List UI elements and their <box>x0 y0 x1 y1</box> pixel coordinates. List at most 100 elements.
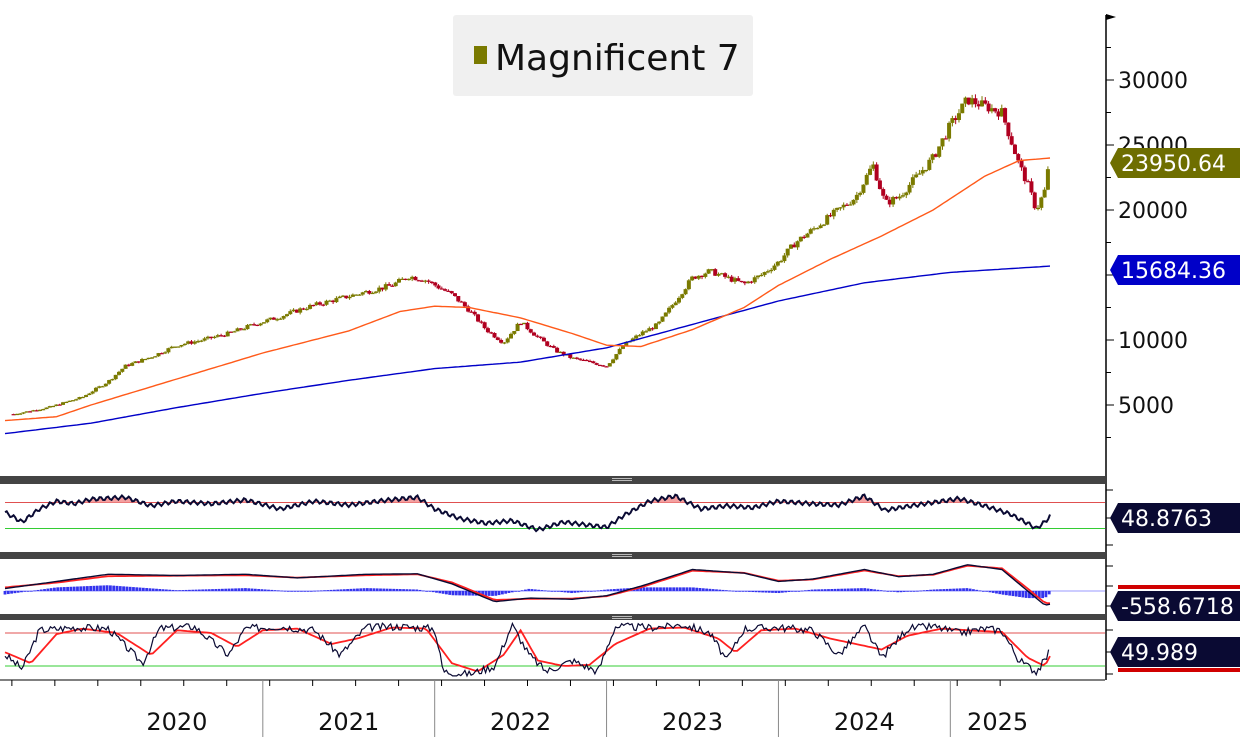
macd-histogram-bar <box>711 589 715 591</box>
candle <box>584 359 589 362</box>
macd-histogram-bar <box>678 587 682 591</box>
macd-histogram-bar <box>346 589 349 591</box>
candle <box>18 413 23 415</box>
candle <box>400 278 405 280</box>
macd-histogram-bar <box>402 589 405 591</box>
macd-histogram-bar <box>642 587 646 591</box>
candle <box>51 405 56 408</box>
macd-histogram-bar <box>105 585 109 591</box>
macd-histogram-bar <box>151 588 155 591</box>
candle <box>739 280 744 283</box>
macd-histogram-bar <box>622 588 626 591</box>
macd-histogram-bar <box>688 587 692 591</box>
macd-histogram-bar <box>441 590 445 594</box>
macd-histogram-bar <box>886 590 890 592</box>
candle <box>225 331 230 337</box>
candle <box>166 348 171 353</box>
candle <box>436 285 441 289</box>
candle <box>976 104 981 107</box>
candle <box>782 255 787 262</box>
macd-histogram-bar <box>728 590 732 592</box>
macd-histogram-bar <box>132 587 135 591</box>
macd-histogram-bar <box>227 588 231 591</box>
candle <box>393 282 398 287</box>
macd-histogram-bar <box>145 588 149 591</box>
macd-histogram-bar <box>392 588 396 591</box>
candle <box>660 316 665 322</box>
macd-histogram-bar <box>95 585 99 591</box>
macd-histogram-bar <box>767 590 771 593</box>
candle <box>136 361 141 363</box>
candle <box>805 233 810 238</box>
macd-histogram-bar <box>649 587 653 591</box>
candle <box>268 317 273 320</box>
candle <box>597 364 602 367</box>
candle <box>252 324 257 326</box>
candle <box>663 312 668 317</box>
macd-histogram-bar <box>461 590 465 596</box>
candle <box>907 184 912 193</box>
macd-histogram-bar <box>787 590 791 593</box>
candle <box>920 170 925 174</box>
macd-histogram-bar <box>692 587 695 591</box>
panel-separator-grip[interactable] <box>612 480 632 481</box>
candle <box>11 414 16 416</box>
macd-histogram-bar <box>939 589 942 591</box>
candle <box>963 97 968 104</box>
macd-histogram-bar <box>991 590 995 593</box>
macd-histogram-bar <box>306 590 310 592</box>
candle <box>1009 136 1014 145</box>
macd-histogram-bar <box>902 590 906 592</box>
candle <box>156 353 161 357</box>
y-tick-label: 5000 <box>1118 394 1174 419</box>
candle <box>525 322 530 330</box>
panel-separator-grip[interactable] <box>612 556 632 557</box>
candle <box>1042 189 1047 198</box>
macd-histogram-bar <box>39 589 43 591</box>
candle <box>719 273 724 275</box>
candle <box>21 412 26 414</box>
y-tick-label: 10000 <box>1118 329 1188 354</box>
candle <box>87 393 92 396</box>
panel-separator-grip[interactable] <box>612 616 632 617</box>
candle <box>113 374 118 380</box>
macd-histogram-bar <box>784 590 788 593</box>
candle <box>723 273 728 277</box>
panel-separator-grip[interactable] <box>612 618 632 619</box>
macd-histogram-bar <box>415 589 419 591</box>
panel-separator-grip[interactable] <box>612 554 632 555</box>
candle <box>219 335 224 337</box>
macd-histogram-bar <box>293 590 297 592</box>
macd-histogram-bar <box>985 590 989 592</box>
macd-histogram-bar <box>804 590 807 592</box>
macd-histogram-bar <box>708 588 712 591</box>
macd-histogram-bar <box>221 588 224 591</box>
macd-histogram-bar <box>161 589 165 591</box>
macd-histogram-bar <box>26 590 30 592</box>
candle <box>838 207 843 209</box>
candle <box>558 351 563 354</box>
macd-histogram-bar <box>438 590 442 594</box>
macd-histogram-bar <box>398 589 402 591</box>
macd-histogram-bar <box>197 589 201 591</box>
candle <box>914 174 919 178</box>
macd-histogram-bar <box>912 590 916 592</box>
candle <box>746 281 751 284</box>
panel-separator-grip[interactable] <box>612 478 632 479</box>
candle <box>989 108 994 112</box>
panel-separator <box>0 614 1105 620</box>
candle <box>373 291 378 293</box>
candle <box>1026 181 1031 183</box>
candle <box>301 308 306 310</box>
candle <box>406 278 411 281</box>
stoch-k-line <box>4 621 1050 678</box>
macd-histogram-bar <box>570 590 573 594</box>
candle <box>387 284 392 286</box>
macd-histogram-bar <box>36 589 40 591</box>
macd-histogram-bar <box>580 590 583 593</box>
macd-histogram-bar <box>369 588 373 591</box>
candle <box>956 113 961 121</box>
candle <box>821 224 826 226</box>
macd-histogram-bar <box>741 590 745 592</box>
macd-histogram-bar <box>1041 590 1045 599</box>
